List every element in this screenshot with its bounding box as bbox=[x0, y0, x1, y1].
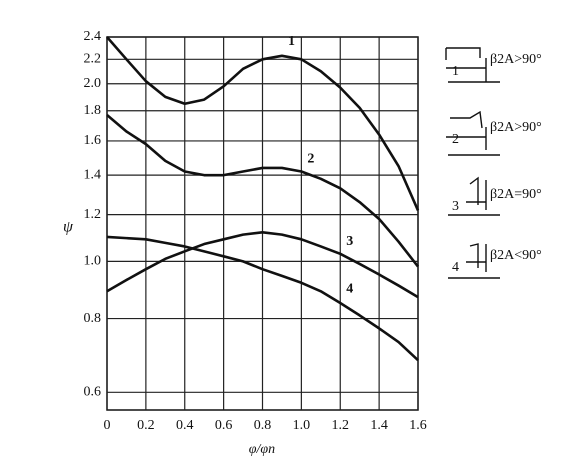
legend-number: 4 bbox=[452, 260, 459, 275]
y-tick-label: 1.8 bbox=[84, 103, 102, 118]
legend-sketches bbox=[445, 47, 500, 279]
y-tick-label: 2.0 bbox=[84, 76, 102, 91]
x-tick-label: 1.2 bbox=[332, 418, 350, 433]
x-axis-label: φ/φn bbox=[249, 442, 275, 457]
x-tick-label: 1.0 bbox=[293, 418, 311, 433]
x-tick-label: 0.8 bbox=[254, 418, 272, 433]
x-tick-label: 0.6 bbox=[215, 418, 233, 433]
legend-label: β2A=90° bbox=[490, 187, 542, 202]
legend-label: β2A>90° bbox=[490, 120, 542, 135]
series-label: 4 bbox=[346, 281, 353, 296]
legend-label: β2A>90° bbox=[490, 52, 542, 67]
series-line bbox=[106, 231, 419, 299]
legend-label: β2A<90° bbox=[490, 248, 542, 263]
series-line bbox=[106, 36, 420, 211]
x-tick-label: 0.4 bbox=[176, 418, 194, 433]
y-tick-label: 0.6 bbox=[84, 385, 102, 400]
x-tick-label: 0.2 bbox=[137, 418, 155, 433]
y-tick-label: 1.4 bbox=[84, 167, 102, 182]
series-line bbox=[106, 114, 420, 268]
legend-number: 1 bbox=[452, 64, 459, 79]
y-tick-label: 1.0 bbox=[84, 254, 102, 269]
series-label: 3 bbox=[346, 234, 353, 249]
series-label: 1 bbox=[288, 34, 295, 49]
x-tick-label: 1.4 bbox=[370, 418, 388, 433]
x-tick-label: 0 bbox=[104, 418, 111, 433]
legend-number: 2 bbox=[452, 132, 459, 147]
y-tick-label: 0.8 bbox=[84, 311, 102, 326]
y-tick-label: 1.2 bbox=[84, 207, 102, 222]
y-tick-label: 2.2 bbox=[84, 52, 102, 67]
legend-number: 3 bbox=[452, 199, 459, 214]
y-tick-label: 1.6 bbox=[84, 133, 102, 148]
y-axis-label: ψ bbox=[63, 219, 74, 236]
y-tick-label: 2.4 bbox=[84, 29, 102, 44]
series-label: 2 bbox=[307, 152, 314, 167]
series-line bbox=[106, 235, 419, 362]
x-tick-label: 1.6 bbox=[409, 418, 427, 433]
